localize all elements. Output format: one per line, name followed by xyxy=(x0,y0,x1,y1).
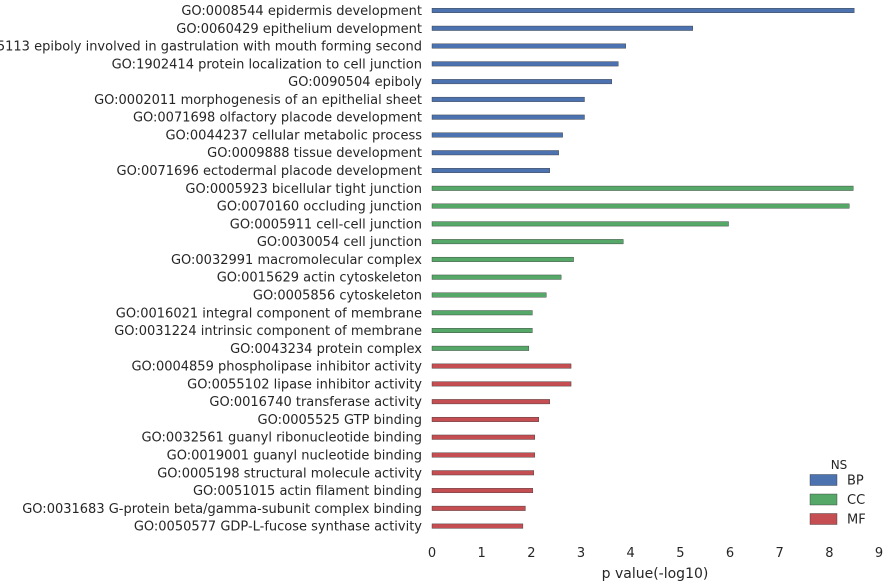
category-label: GO:0032561 guanyl ribonucleotide binding xyxy=(141,431,422,446)
bar-cc xyxy=(431,328,533,333)
bar-bp xyxy=(431,43,626,49)
legend: NS BP CC MF xyxy=(809,458,866,528)
x-tick-label: 6 xyxy=(726,546,734,561)
x-tick-label: 1 xyxy=(478,546,486,561)
bar-cc xyxy=(431,203,850,209)
legend-swatch-bp xyxy=(809,474,838,486)
category-label: GO:0044237 cellular metabolic process xyxy=(165,128,422,143)
category-label: GO:0050577 GDP-L-fucose synthase activit… xyxy=(134,520,422,535)
bar-bp xyxy=(431,79,612,85)
legend-swatch-mf xyxy=(809,513,838,525)
category-label: GO:0016740 transferase activity xyxy=(209,395,422,410)
bar-mf xyxy=(431,488,534,494)
category-label: GO:0070160 occluding junction xyxy=(217,200,422,215)
category-label: GO:0002011 morphogenesis of an epithelia… xyxy=(94,93,422,108)
legend-label-mf: MF xyxy=(847,513,866,528)
bar-bp xyxy=(431,25,693,31)
bar-mf xyxy=(431,470,535,476)
category-label: GO:0030054 cell junction xyxy=(257,235,422,250)
bar-mf xyxy=(431,399,550,405)
category-labels: GO:0008544 epidermis development GO:00604… xyxy=(0,4,422,535)
bar-bp xyxy=(431,150,559,156)
bar-cc xyxy=(431,256,574,262)
category-label: GO:0043234 protein complex xyxy=(230,342,422,357)
category-label: GO:0090504 epiboly xyxy=(288,75,422,90)
category-label: GO:0060429 epithelium development xyxy=(176,22,422,37)
category-label: GO:0031683 G-protein beta/gamma-subunit … xyxy=(22,502,422,517)
bar-mf xyxy=(431,381,572,387)
legend-label-bp: BP xyxy=(847,474,864,489)
bars-layer xyxy=(431,8,855,529)
bar-mf xyxy=(431,505,526,511)
category-label: GO:0005198 structural molecule activity xyxy=(157,466,422,481)
x-tick-label: 8 xyxy=(825,546,833,561)
category-label: GO:0071696 ectodermal placode developmen… xyxy=(117,164,423,179)
bar-mf xyxy=(431,416,539,422)
x-tick-label: 2 xyxy=(527,546,535,561)
bar-bp xyxy=(431,96,585,102)
bar-cc xyxy=(431,239,624,245)
category-label: GO:0009888 tissue development xyxy=(207,146,422,161)
x-axis-title: p value(-log10) xyxy=(602,566,709,582)
bar-bp xyxy=(431,132,563,138)
x-tick-label: 5 xyxy=(676,546,684,561)
bar-mf xyxy=(431,523,524,529)
x-tick-label: 4 xyxy=(627,546,635,561)
bar-bp xyxy=(431,168,550,173)
bar-cc xyxy=(431,292,547,298)
bar-cc xyxy=(431,310,533,316)
category-label: GO:0005525 GTP binding xyxy=(258,413,422,428)
x-tick-label: 3 xyxy=(577,546,585,561)
legend-title: NS xyxy=(831,458,848,472)
legend-items: BP CC MF xyxy=(809,474,866,528)
legend-swatch-cc xyxy=(809,493,838,506)
category-label: GO:0015629 actin cytoskeleton xyxy=(217,271,422,286)
category-label: GO:0004859 phospholipase inhibitor activ… xyxy=(131,360,422,375)
category-label: GO:0005923 bicellular tight junction xyxy=(185,182,422,197)
x-tick-label: 0 xyxy=(428,546,436,561)
bar-mf xyxy=(431,452,536,458)
category-label: GO:0005856 cytoskeleton xyxy=(253,288,422,303)
category-label: GO:0008544 epidermis development xyxy=(181,4,422,19)
bar-mf xyxy=(431,434,536,440)
bar-bp xyxy=(431,114,585,120)
bar-cc xyxy=(431,221,729,227)
category-label: GO:1902414 protein localization to cell … xyxy=(112,57,422,72)
legend-label-cc: CC xyxy=(847,493,865,508)
x-tick-label: 9 xyxy=(875,546,883,561)
category-label: GO:0051015 actin filament binding xyxy=(193,484,422,499)
category-label: GO:0005911 cell-cell junction xyxy=(230,217,422,232)
category-label: GO:0055102 lipase inhibitor activity xyxy=(187,377,422,392)
category-label: GO:0019001 guanyl nucleotide binding xyxy=(167,449,422,464)
bar-bp xyxy=(431,61,619,67)
bar-mf xyxy=(431,363,572,369)
category-label: GO:0032991 macromolecular complex xyxy=(171,253,422,268)
x-tick-label: 7 xyxy=(776,546,784,561)
bar-bp xyxy=(431,8,855,13)
category-label: GO:0016021 integral component of membran… xyxy=(116,306,422,321)
category-label: GO:0071698 olfactory placode development xyxy=(133,111,422,126)
category-label: GO:0055113 epiboly involved in gastrulat… xyxy=(0,40,422,55)
x-axis-ticks: 0 1 2 3 4 5 6 7 8 9 xyxy=(428,546,883,561)
bar-cc xyxy=(431,185,854,191)
bar-cc xyxy=(431,274,562,280)
category-label: GO:0031224 intrinsic component of membra… xyxy=(114,324,422,339)
bar-cc xyxy=(431,345,530,351)
